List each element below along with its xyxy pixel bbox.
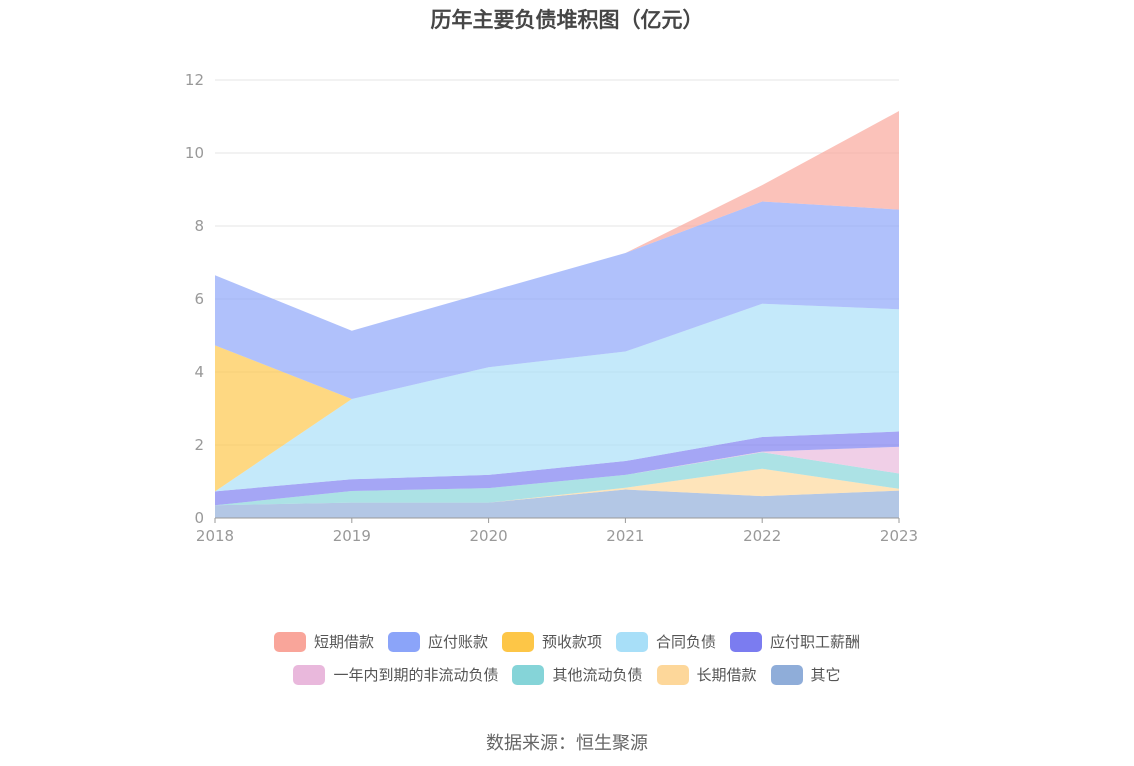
- legend-item[interactable]: 长期借款: [656, 664, 757, 685]
- legend-label: 合同负债: [656, 633, 717, 651]
- legend-swatch: [770, 664, 803, 685]
- legend-swatch: [293, 664, 326, 685]
- legend-item[interactable]: 短期借款: [273, 631, 374, 652]
- x-tick-label: 2020: [470, 527, 508, 545]
- y-tick-label: 2: [194, 436, 204, 454]
- legend-item[interactable]: 应付职工薪酬: [730, 631, 860, 652]
- legend-item[interactable]: 一年内到期的非流动负债: [293, 664, 498, 685]
- area-长期借款: [215, 468, 899, 506]
- legend-item[interactable]: 合同负债: [616, 631, 716, 652]
- legend-label: 应付账款: [427, 633, 488, 651]
- axes: 0 2 4 6 8 10 12 2018 2019 2020 2021 2022 2023: [185, 71, 918, 545]
- legend-item[interactable]: 其它: [770, 664, 841, 685]
- x-tick-label: 2023: [880, 527, 918, 545]
- area-应付账款: [215, 201, 899, 400]
- area-其他流动负债: [215, 452, 899, 506]
- area-其它: [215, 489, 899, 518]
- legend-label: 短期借款: [313, 633, 374, 651]
- legend-swatch: [616, 631, 648, 652]
- y-tick-label: 0: [194, 509, 204, 527]
- y-tick-label: 12: [185, 71, 204, 89]
- source-note: 数据来源：恒生聚源: [486, 733, 648, 754]
- legend-label: 其它: [810, 666, 841, 684]
- legend-swatch: [273, 631, 306, 652]
- x-tick-label: 2021: [606, 527, 644, 545]
- area-series: [215, 111, 899, 518]
- legend-label: 长期借款: [696, 666, 757, 684]
- legend-swatch: [512, 664, 545, 685]
- legend-swatch: [501, 631, 534, 652]
- y-tick-label: 8: [194, 217, 204, 235]
- y-tick-label: 4: [194, 363, 204, 381]
- y-tick-label: 6: [194, 290, 204, 308]
- legend-item[interactable]: 预收款项: [501, 631, 602, 652]
- legend-swatch: [730, 631, 763, 652]
- x-tick-label: 2022: [743, 527, 781, 545]
- legend-item[interactable]: 其他流动负债: [512, 664, 643, 685]
- chart-title: 历年主要负债堆积图（亿元）: [430, 8, 704, 32]
- legend-swatch: [656, 664, 689, 685]
- legend-row-1: 短期借款 应付账款 预收款项 合同负债 应付职工薪酬: [0, 631, 1134, 652]
- legend-row-2: 一年内到期的非流动负债 其他流动负债 长期借款 其它: [0, 664, 1134, 685]
- area-合同负债: [215, 303, 899, 492]
- legend-item[interactable]: 应付账款: [387, 631, 488, 652]
- legend-label: 其他流动负债: [552, 666, 643, 684]
- legend-label: 一年内到期的非流动负债: [333, 666, 499, 684]
- stacked-area-chart: 0 2 4 6 8 10 12 2018 2019 2020 2021 2022 2023: [185, 71, 918, 545]
- legend-label: 应付职工薪酬: [770, 633, 861, 651]
- x-tick-label: 2019: [333, 527, 371, 545]
- y-tick-label: 10: [185, 144, 204, 162]
- legend-swatch: [387, 631, 420, 652]
- legend-label: 预收款项: [541, 633, 602, 651]
- area-一年内到期的非流动负债: [215, 446, 899, 506]
- area-应付职工薪酬: [215, 431, 899, 506]
- x-tick-label: 2018: [196, 527, 234, 545]
